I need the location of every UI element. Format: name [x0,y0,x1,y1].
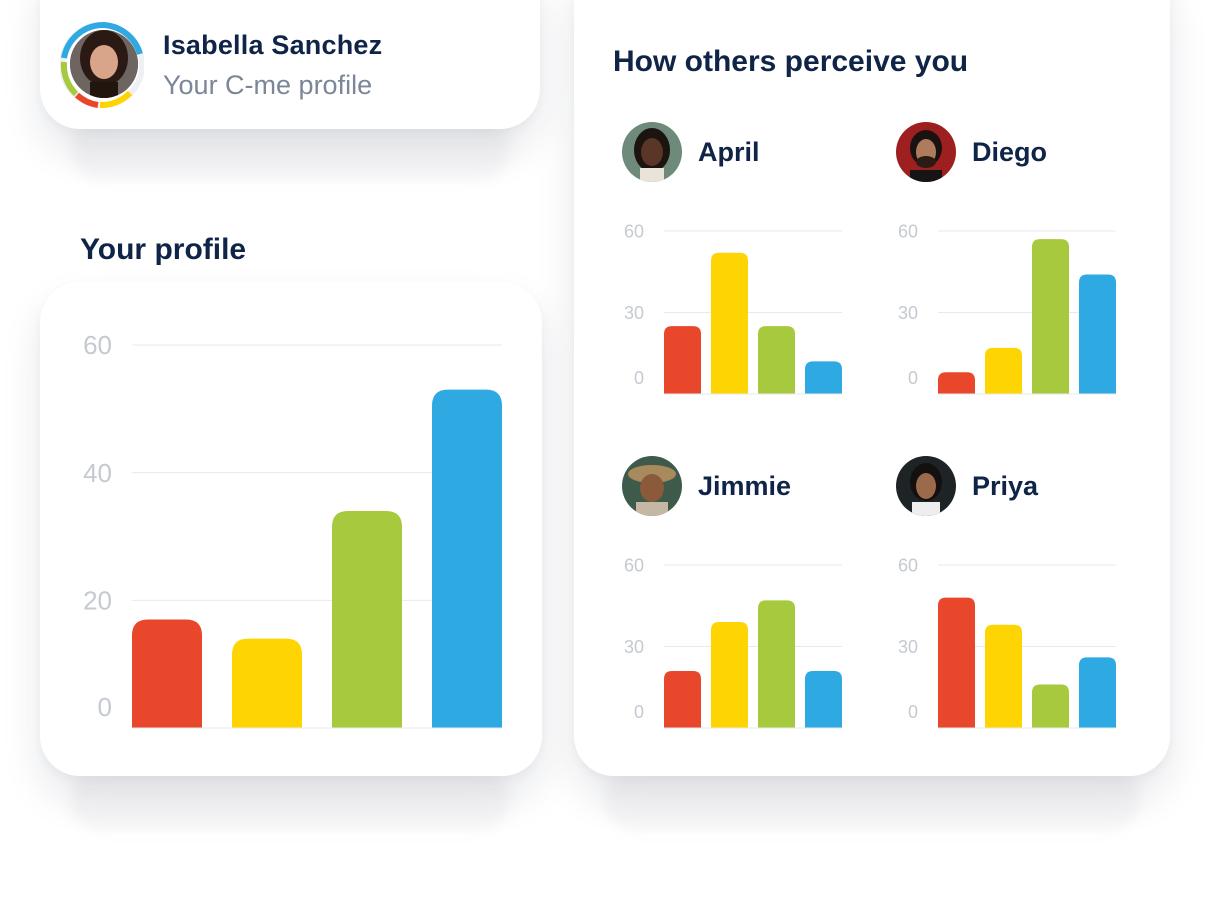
person-name: April [698,136,760,167]
y-tick-label: 0 [908,702,918,722]
bar-yellow [985,347,1022,394]
bar-blue [805,670,842,728]
y-tick-label: 60 [898,555,918,575]
jimmie-chart: 0 30 60 [624,555,842,729]
card-shadow [604,770,1140,830]
y-tick-label: 60 [898,221,918,241]
y-tick-label: 30 [898,303,918,323]
card-shadow [70,120,510,180]
person-priya[interactable]: Priya [896,456,1038,516]
y-tick-label: 0 [634,702,644,722]
others-heading: How others perceive you [613,45,969,78]
avatar-jimmie [622,456,682,516]
card-shadow [70,770,510,830]
y-tick-label: 0 [908,368,918,388]
bar-red [132,619,202,728]
bar-green [1032,239,1069,394]
april-chart: 0 30 60 [624,221,842,395]
y-tick-label: 60 [624,221,644,241]
avatar-isabella [59,20,145,110]
y-tick-label: 60 [624,555,644,575]
bar-blue [1079,274,1116,394]
bar-green [332,510,402,728]
y-tick-label: 20 [83,585,112,615]
y-tick-label: 30 [898,637,918,657]
y-tick-label: 0 [634,368,644,388]
y-tick-label: 30 [624,637,644,657]
avatar-april [622,122,682,182]
person-name: Jimmie [698,470,792,501]
person-diego[interactable]: Diego [896,122,1047,182]
bar-blue [805,361,842,394]
bar-blue [1079,657,1116,728]
profile-subtitle: Your C-me profile [163,70,373,100]
your-profile-heading: Your profile [80,233,247,266]
priya-chart: 0 30 60 [898,555,1116,729]
person-name: Priya [972,470,1039,501]
person-jimmie[interactable]: Jimmie [622,456,791,516]
y-tick-label: 30 [624,303,644,323]
profile-name: Isabella Sanchez [163,30,383,60]
bar-yellow [711,622,748,728]
bar-red [664,326,701,394]
y-tick-label: 40 [83,458,112,488]
bar-green [758,326,795,394]
y-tick-label: 0 [98,692,112,722]
person-april[interactable]: April [622,122,760,182]
bar-red [938,372,975,394]
bar-yellow [232,638,302,728]
bar-red [664,670,701,728]
bar-blue [432,389,502,728]
bar-green [758,600,795,728]
diego-chart: 0 30 60 [898,221,1116,395]
avatar-diego [896,122,956,182]
avatar-priya [896,456,956,516]
person-name: Diego [972,136,1048,167]
bar-green [1032,684,1069,728]
bar-yellow [711,252,748,394]
y-tick-label: 60 [83,330,112,360]
bar-yellow [985,624,1022,728]
bar-red [938,597,975,728]
your-profile-chart: 0 20 40 60 [83,330,502,729]
